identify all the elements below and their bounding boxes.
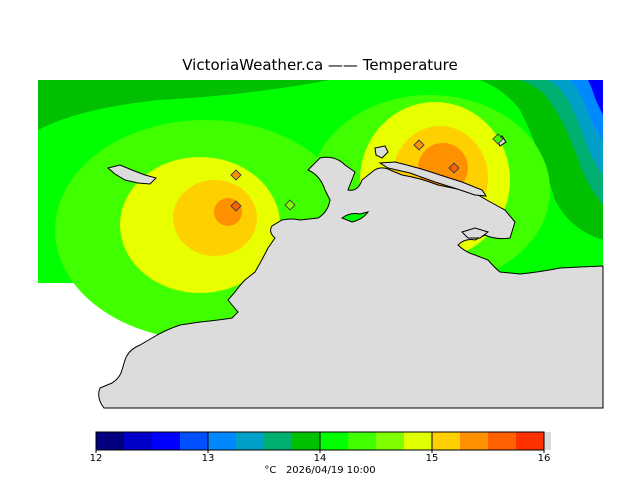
inlet-middle [340,211,370,223]
warmer-zone-west [173,180,257,256]
legend-swatch [320,432,349,450]
island-east-channel [378,161,487,197]
color-legend [95,431,551,453]
unit-label: °C [264,465,277,476]
legend-swatch [432,432,461,450]
coldest-region-northeast [588,80,603,115]
station-marker[interactable] [284,199,296,211]
legend-swatch [488,432,517,450]
legend-swatch [152,432,181,450]
station-marker[interactable] [448,162,460,174]
legend-overflow-swatch [544,432,551,450]
island-southeast [461,227,490,239]
station-marker[interactable] [230,200,242,212]
land-area [98,156,604,409]
cool-band-northwest [38,80,330,130]
station-marker[interactable] [230,169,242,181]
legend-swatch [124,432,153,450]
map-title: VictoriaWeather.ca —— Temperature [182,56,458,74]
legend-tick-label: 16 [537,453,551,464]
legend-swatch [376,432,405,450]
legend-swatch [348,432,377,450]
weather-stations [230,133,504,212]
island-east-north [374,145,389,159]
legend-swatch [404,432,433,450]
legend-tick-label: 12 [89,453,103,464]
legend-swatch [292,432,321,450]
island-west [106,164,157,185]
legend-swatch [236,432,265,450]
timestamp: 2026/04/19 10:00 [285,465,376,476]
legend-swatch [460,432,489,450]
legend-tick-label: 15 [425,453,439,464]
station-marker[interactable] [492,133,504,145]
legend-swatch [516,432,545,450]
legend-tick-label: 13 [201,453,215,464]
legend-caption: °C 2026/04/19 10:00 [0,465,640,476]
station-marker[interactable] [413,139,425,151]
legend-swatch [180,432,209,450]
legend-swatch [96,432,125,450]
legend-swatch [264,432,293,450]
legend-tick-label: 14 [313,453,327,464]
legend-swatch [208,432,237,450]
